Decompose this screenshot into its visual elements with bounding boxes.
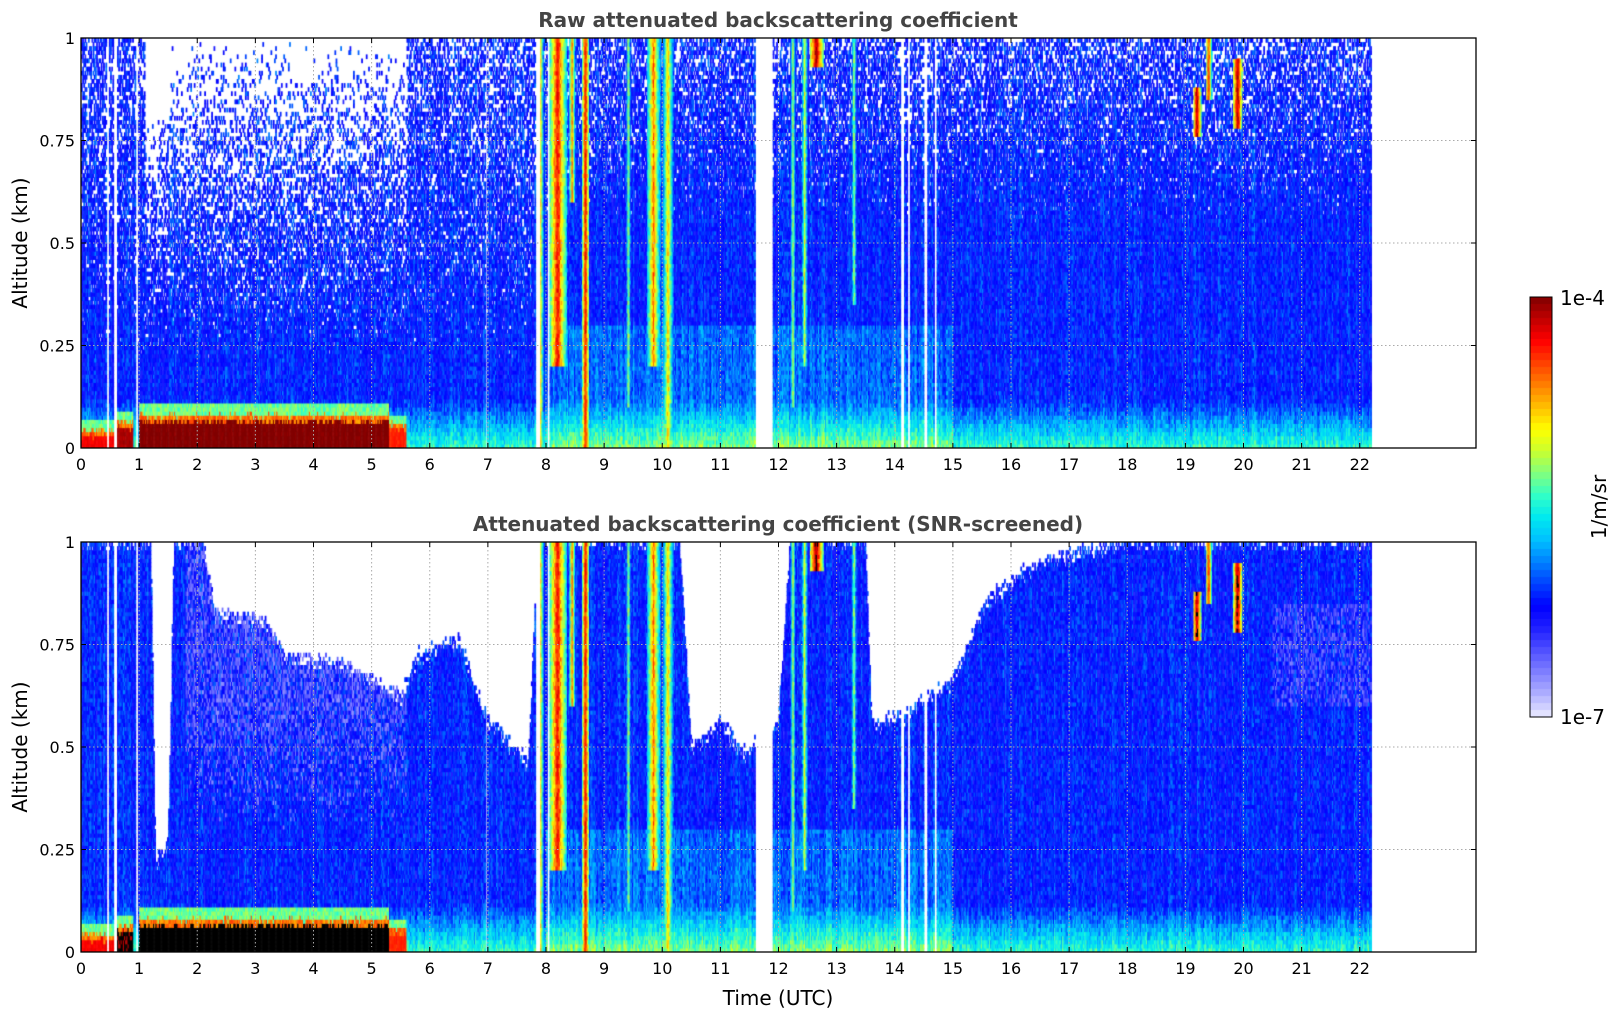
x-tick-label: 10 [652, 455, 672, 474]
x-tick-label: 14 [885, 959, 905, 978]
x-tick-label: 22 [1350, 959, 1370, 978]
x-tick-label: 2 [192, 455, 202, 474]
x-tick-label: 11 [710, 959, 730, 978]
x-tick-label: 11 [710, 455, 730, 474]
x-tick-label: 0 [76, 959, 86, 978]
x-tick-label: 1 [134, 455, 144, 474]
colorbar [1530, 297, 1552, 717]
x-tick-label: 9 [599, 455, 609, 474]
colorbar-label: 1/m/sr [1587, 474, 1611, 539]
x-tick-label: 2 [192, 959, 202, 978]
raw-y-axis-label: Altitude (km) [8, 177, 32, 308]
x-tick-label: 16 [1001, 959, 1021, 978]
y-tick-label: 0.75 [39, 132, 75, 151]
x-tick-label: 17 [1059, 455, 1079, 474]
raw-plot-title: Raw attenuated backscattering coefficien… [538, 8, 1018, 32]
x-tick-label: 7 [483, 959, 493, 978]
x-tick-label: 16 [1001, 455, 1021, 474]
x-tick-label: 9 [599, 959, 609, 978]
x-tick-label: 8 [541, 959, 551, 978]
x-tick-label: 19 [1175, 959, 1195, 978]
colorbar-min-label: 1e-7 [1560, 705, 1605, 729]
y-tick-label: 0.25 [39, 337, 75, 356]
x-tick-label: 14 [885, 455, 905, 474]
x-tick-label: 3 [250, 959, 260, 978]
x-tick-label: 22 [1350, 455, 1370, 474]
x-tick-label: 8 [541, 455, 551, 474]
x-tick-label: 18 [1117, 959, 1137, 978]
y-tick-label: 0.75 [39, 636, 75, 655]
x-tick-label: 12 [768, 455, 788, 474]
x-tick-label: 5 [367, 455, 377, 474]
screened-plot-title: Attenuated backscattering coefficient (S… [473, 512, 1083, 536]
x-tick-label: 3 [250, 455, 260, 474]
x-tick-label: 10 [652, 959, 672, 978]
x-tick-label: 21 [1291, 959, 1311, 978]
y-tick-label: 0 [65, 439, 75, 458]
screened-y-axis-label: Altitude (km) [8, 681, 32, 812]
y-tick-label: 0.5 [50, 738, 75, 757]
x-axis-label: Time (UTC) [722, 986, 834, 1010]
colorbar-max-label: 1e-4 [1560, 286, 1605, 310]
y-tick-label: 1 [65, 533, 75, 552]
x-tick-label: 1 [134, 959, 144, 978]
y-tick-label: 1 [65, 29, 75, 48]
x-tick-label: 20 [1233, 455, 1253, 474]
x-tick-label: 0 [76, 455, 86, 474]
y-tick-label: 0.5 [50, 234, 75, 253]
x-tick-label: 13 [826, 959, 846, 978]
x-tick-label: 4 [308, 959, 318, 978]
x-tick-label: 20 [1233, 959, 1253, 978]
colorbar-frame [1529, 296, 1553, 718]
x-tick-label: 6 [425, 455, 435, 474]
x-tick-label: 18 [1117, 455, 1137, 474]
x-tick-label: 12 [768, 959, 788, 978]
y-tick-label: 0.25 [39, 841, 75, 860]
x-tick-label: 4 [308, 455, 318, 474]
x-tick-label: 19 [1175, 455, 1195, 474]
x-tick-label: 5 [367, 959, 377, 978]
x-tick-label: 6 [425, 959, 435, 978]
x-tick-label: 7 [483, 455, 493, 474]
x-tick-label: 15 [943, 959, 963, 978]
y-tick-label: 0 [65, 943, 75, 962]
x-tick-label: 21 [1291, 455, 1311, 474]
x-tick-label: 13 [826, 455, 846, 474]
x-tick-label: 15 [943, 455, 963, 474]
x-tick-label: 17 [1059, 959, 1079, 978]
